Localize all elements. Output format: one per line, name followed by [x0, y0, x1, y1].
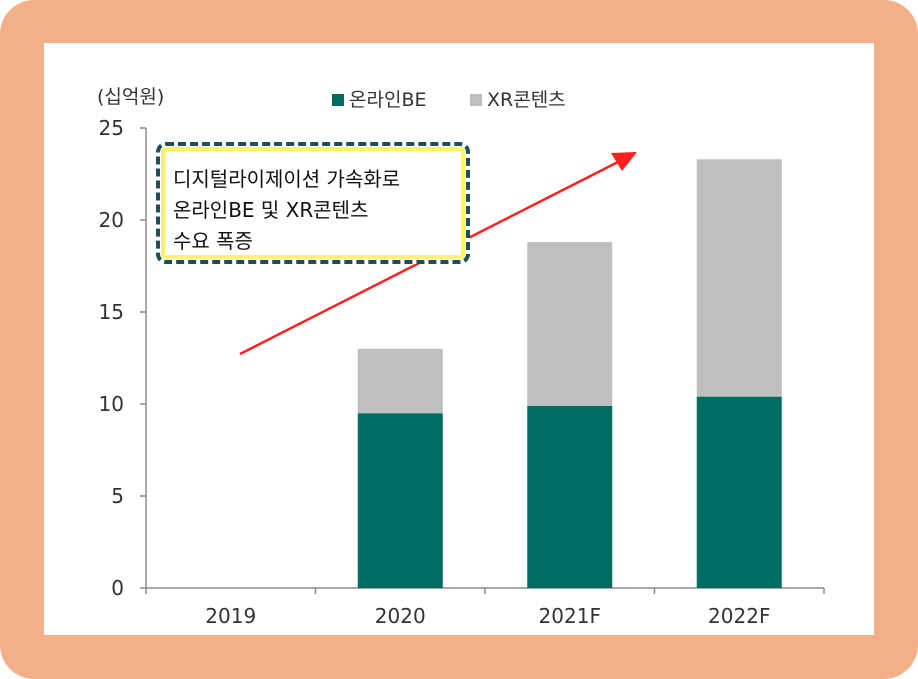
- x-tick-label: 2020: [375, 604, 426, 628]
- legend-label: XR콘텐츠: [487, 89, 566, 111]
- bar-segment: [696, 159, 782, 397]
- x-tick-label: 2021F: [539, 604, 601, 628]
- bar-segment: [357, 348, 443, 414]
- bar-segment: [527, 405, 613, 588]
- annotation-line-1: 디지털라이제이션 가속화로: [173, 167, 401, 191]
- bar-segment: [357, 413, 443, 588]
- bar-segment: [527, 242, 613, 406]
- trend-arrow-head: [611, 152, 637, 171]
- x-tick-label: 2019: [205, 604, 256, 628]
- y-tick-label: 5: [111, 484, 124, 508]
- y-tick-label: 10: [99, 392, 124, 416]
- annotation-line-2: 온라인BE 및 XR콘텐츠: [173, 198, 369, 222]
- legend-label: 온라인BE: [349, 89, 426, 111]
- y-tick-label: 25: [99, 116, 124, 140]
- y-tick-label: 0: [111, 576, 124, 600]
- legend-swatch: [332, 94, 344, 106]
- x-tick-label: 2022F: [708, 604, 770, 628]
- bar-segment: [696, 396, 782, 588]
- y-tick-label: 15: [99, 300, 124, 324]
- y-unit-label: (십억원): [97, 86, 164, 108]
- annotation-callout: 디지털라이제이션 가속화로 온라인BE 및 XR콘텐츠 수요 폭증: [156, 142, 470, 264]
- legend-swatch: [470, 94, 482, 106]
- annotation-line-3: 수요 폭증: [173, 229, 253, 253]
- y-tick-label: 20: [99, 208, 124, 232]
